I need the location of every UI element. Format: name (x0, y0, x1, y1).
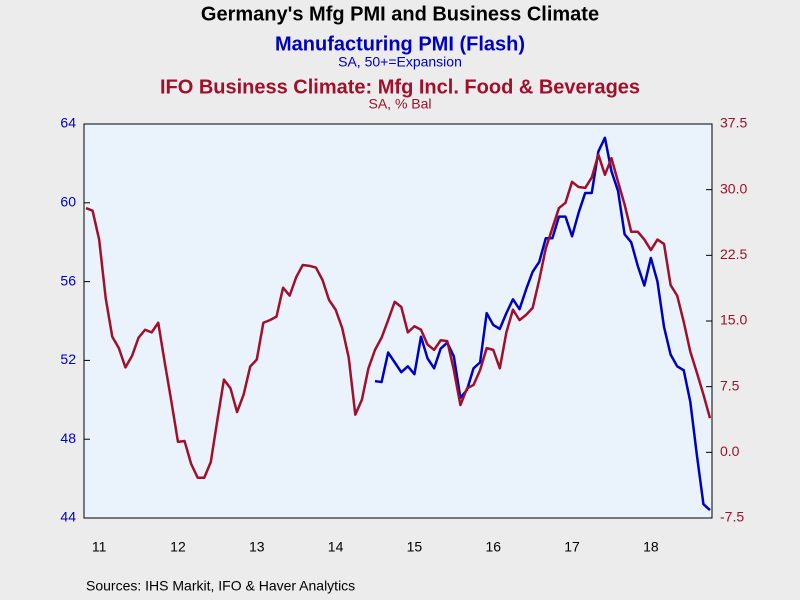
series-title: Manufacturing PMI (Flash) (275, 33, 525, 55)
y2-tick-label: 37.5 (720, 115, 747, 131)
y-tick-label: 60 (60, 194, 76, 210)
y-tick-label: 64 (60, 115, 76, 131)
x-tick-label: 15 (407, 539, 423, 555)
x-tick-label: 13 (249, 539, 265, 555)
series-line (85, 153, 712, 479)
y2-tick-label: 7.5 (720, 377, 740, 393)
source-note: Sources: IHS Markit, IFO & Haver Analyti… (86, 578, 355, 594)
x-tick-label: 14 (328, 539, 344, 555)
x-tick-label: 16 (485, 539, 501, 555)
y2-tick-label: 30.0 (720, 180, 747, 196)
y2-tick-label: 0.0 (720, 443, 740, 459)
y-tick-label: 48 (60, 430, 76, 446)
x-tick-label: 17 (564, 539, 580, 555)
y-tick-label: 52 (60, 351, 76, 367)
series-subtitle: SA, % Bal (368, 96, 431, 112)
series-title: IFO Business Climate: Mfg Incl. Food & B… (160, 76, 640, 98)
y-tick-label: 44 (60, 509, 76, 525)
x-tick-label: 18 (643, 539, 659, 555)
y2-tick-label: -7.5 (720, 509, 744, 525)
series-line (374, 136, 711, 512)
y-tick-label: 56 (60, 272, 76, 288)
y2-tick-label: 15.0 (720, 312, 747, 328)
series-subtitle: SA, 50+=Expansion (338, 54, 462, 70)
chart-title: Germany's Mfg PMI and Business Climate (201, 3, 599, 25)
x-tick-label: 11 (92, 539, 107, 555)
x-tick-label: 12 (170, 539, 186, 555)
y2-tick-label: 22.5 (720, 246, 747, 262)
